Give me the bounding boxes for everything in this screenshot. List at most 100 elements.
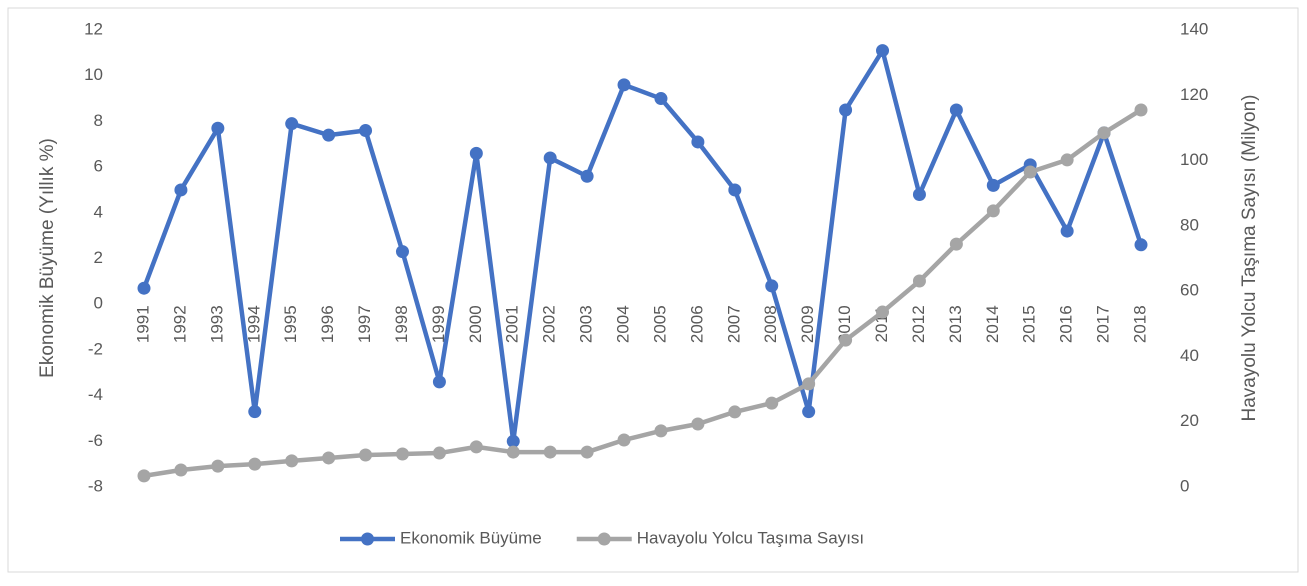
chart-border [7,7,1299,573]
y-tick-label: 2 [94,248,103,267]
data-point [543,445,557,459]
data-point [543,151,557,165]
series-line [141,48,1144,444]
data-point [506,434,520,448]
legend-label: Havayolu Yolcu Taşıma Sayısı [637,528,864,547]
x-tick-label: 2009 [798,305,817,343]
x-tick-label: 2017 [1094,305,1113,343]
y2-tick-label: 0 [1180,476,1189,495]
data-point [765,396,779,410]
y-axis-label: Ekonomik Büyüme (Yıllık %) [37,138,58,378]
data-point [1134,238,1148,252]
data-point [432,375,446,389]
y2-axis-label: Havayolu Yolcu Taşıma Sayısı (Milyon) [1239,94,1260,421]
data-point [617,78,631,92]
x-tick-label: 2013 [946,305,965,343]
data-point [469,146,483,160]
x-tick-label: 2000 [466,305,485,343]
data-point [322,128,336,142]
data-point [359,124,373,138]
data-point [802,377,816,391]
data-point [395,447,409,461]
y-tick-label: -4 [88,385,103,404]
data-point [248,405,262,419]
x-tick-label: 2006 [687,305,706,343]
legend-label: Ekonomik Büyüme [400,528,542,547]
y-tick-label: -2 [88,339,103,358]
data-point [322,451,336,465]
y2-tick-label: 60 [1180,281,1199,300]
data-point [506,445,520,459]
y-tick-label: 6 [94,157,103,176]
data-point [580,445,594,459]
data-point [617,433,631,447]
data-point [839,333,853,347]
y-tick-label: 4 [94,202,103,221]
series-line [143,108,1143,479]
x-tick-label: 2003 [577,305,596,343]
data-point [986,204,1000,218]
data-point [1060,224,1074,238]
data-point [986,178,1000,192]
data-point [876,305,890,319]
data-point [174,183,188,197]
x-tick-label: 2002 [540,305,559,343]
data-point [949,103,963,117]
y-tick-label: 12 [84,19,103,38]
x-tick-label: 1997 [355,305,374,343]
data-point [876,44,890,58]
x-tick-label: 2015 [1020,305,1039,343]
y-tick-label: 8 [94,111,103,130]
x-tick-label: 2010 [835,305,854,343]
data-point [728,405,742,419]
legend-marker [597,532,611,546]
legend-marker [361,532,374,546]
y2-tick-label: 140 [1180,19,1208,38]
data-point [174,463,188,477]
data-point [432,446,446,460]
x-tick-label: 1993 [207,305,226,343]
x-tick-label: 2012 [909,305,928,343]
x-tick-label: 1992 [170,305,189,343]
data-point [728,183,742,197]
y2-tick-label: 100 [1180,150,1208,169]
x-tick-label: 1995 [281,305,300,343]
x-tick-label: 2008 [761,305,780,343]
data-point [1134,103,1148,117]
y-tick-label: -6 [88,431,103,450]
x-tick-label: 1996 [318,305,337,343]
x-tick-label: 2016 [1057,305,1076,343]
data-point [912,188,926,202]
x-tick-label: 2007 [724,305,743,343]
x-tick-label: 2004 [614,305,633,343]
y2-tick-label: 120 [1180,85,1208,104]
x-tick-label: 1991 [133,305,152,343]
y2-tick-label: 40 [1180,346,1199,365]
data-point [1060,153,1074,167]
x-tick-label: 1994 [244,305,263,343]
data-point [359,448,373,462]
data-point [654,92,668,106]
y-tick-label: -8 [88,476,103,495]
data-point [1097,126,1111,140]
data-point [691,135,705,149]
data-point [211,121,225,135]
data-point [949,237,963,251]
y-tick-label: 10 [84,65,103,84]
x-tick-label: 1998 [392,305,411,343]
x-tick-label: 1999 [429,305,448,343]
data-point [580,169,594,183]
data-point [285,454,299,468]
data-point [802,405,816,419]
data-point [691,417,705,431]
x-tick-label: 2018 [1130,305,1149,343]
y-tick-label: 0 [94,294,103,313]
x-tick-label: 2005 [650,305,669,343]
data-point [285,117,299,131]
data-point [137,281,151,295]
x-tick-label: 2001 [503,305,522,343]
data-point [469,440,483,454]
data-point [765,279,779,293]
data-point [137,469,151,483]
